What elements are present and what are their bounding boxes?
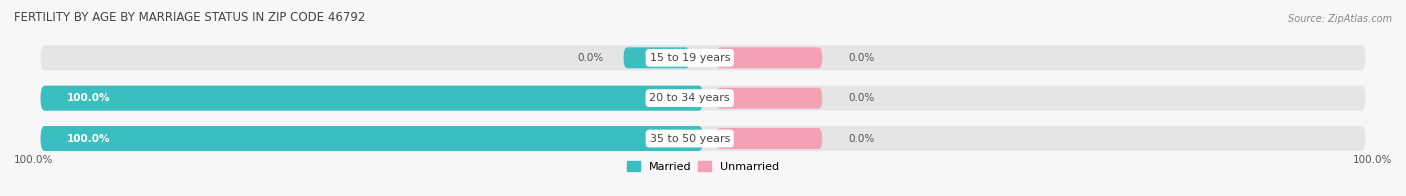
FancyBboxPatch shape <box>623 47 690 68</box>
Text: 0.0%: 0.0% <box>578 53 603 63</box>
Text: FERTILITY BY AGE BY MARRIAGE STATUS IN ZIP CODE 46792: FERTILITY BY AGE BY MARRIAGE STATUS IN Z… <box>14 11 366 24</box>
Text: Source: ZipAtlas.com: Source: ZipAtlas.com <box>1288 14 1392 24</box>
Text: 100.0%: 100.0% <box>1353 154 1392 164</box>
Text: 0.0%: 0.0% <box>849 53 875 63</box>
Text: 0.0%: 0.0% <box>849 133 875 143</box>
Text: 35 to 50 years: 35 to 50 years <box>650 133 730 143</box>
Text: 15 to 19 years: 15 to 19 years <box>650 53 730 63</box>
Text: 20 to 34 years: 20 to 34 years <box>650 93 730 103</box>
Text: 0.0%: 0.0% <box>849 93 875 103</box>
Text: 100.0%: 100.0% <box>67 93 111 103</box>
FancyBboxPatch shape <box>716 128 823 149</box>
FancyBboxPatch shape <box>41 126 1365 151</box>
FancyBboxPatch shape <box>41 126 703 151</box>
Text: 100.0%: 100.0% <box>14 154 53 164</box>
Text: 100.0%: 100.0% <box>67 133 111 143</box>
Legend: Married, Unmarried: Married, Unmarried <box>627 161 779 172</box>
FancyBboxPatch shape <box>41 86 703 111</box>
FancyBboxPatch shape <box>716 47 823 68</box>
FancyBboxPatch shape <box>716 88 823 109</box>
FancyBboxPatch shape <box>41 86 1365 111</box>
FancyBboxPatch shape <box>41 45 1365 70</box>
